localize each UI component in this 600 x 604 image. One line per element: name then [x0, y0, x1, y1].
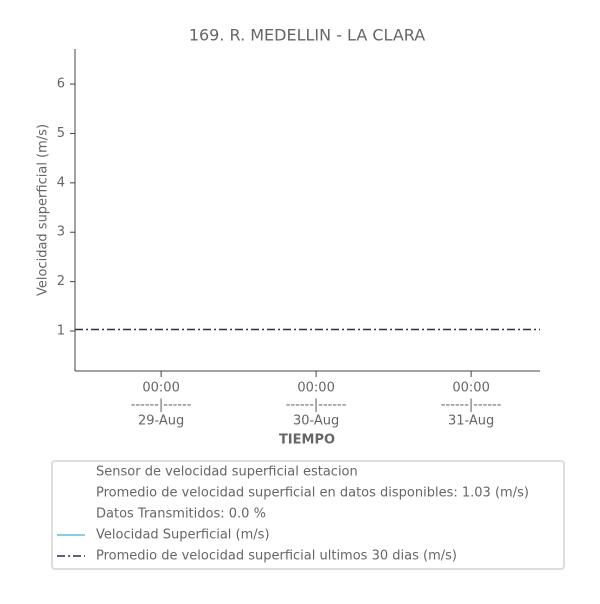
legend-label: Velocidad Superficial (m/s) [96, 528, 270, 543]
chart-title: 169. R. MEDELLIN - LA CLARA [189, 26, 425, 45]
y-tick-label: 2 [57, 274, 65, 289]
x-tick-date: 29-Aug [138, 414, 184, 429]
y-tick-label: 3 [57, 225, 65, 240]
y-tick-label: 1 [57, 323, 65, 338]
y-tick-label: 6 [57, 77, 65, 92]
y-tick-label: 5 [57, 126, 65, 141]
legend-text: Sensor de velocidad superficial estacion [96, 465, 358, 480]
y-axis-label: Velocidad superficial (m/s) [36, 124, 51, 296]
x-tick-separator: ------|------ [286, 398, 347, 413]
x-tick-separator: ------|------ [441, 398, 502, 413]
legend-box [51, 460, 565, 570]
x-tick-separator: ------|------ [131, 398, 192, 413]
legend-text: Datos Transmitidos: 0.0 % [96, 507, 266, 522]
x-tick-label: 00:00 [297, 381, 334, 396]
legend-text: Promedio de velocidad superficial en dat… [96, 486, 529, 501]
x-axis-label: TIEMPO [279, 433, 335, 448]
y-tick-label: 4 [57, 175, 65, 190]
x-tick-date: 30-Aug [293, 414, 339, 429]
x-tick-date: 31-Aug [448, 414, 494, 429]
legend-label: Promedio de velocidad superficial ultimo… [96, 549, 457, 564]
x-tick-label: 00:00 [142, 381, 179, 396]
x-tick-label: 00:00 [452, 381, 489, 396]
